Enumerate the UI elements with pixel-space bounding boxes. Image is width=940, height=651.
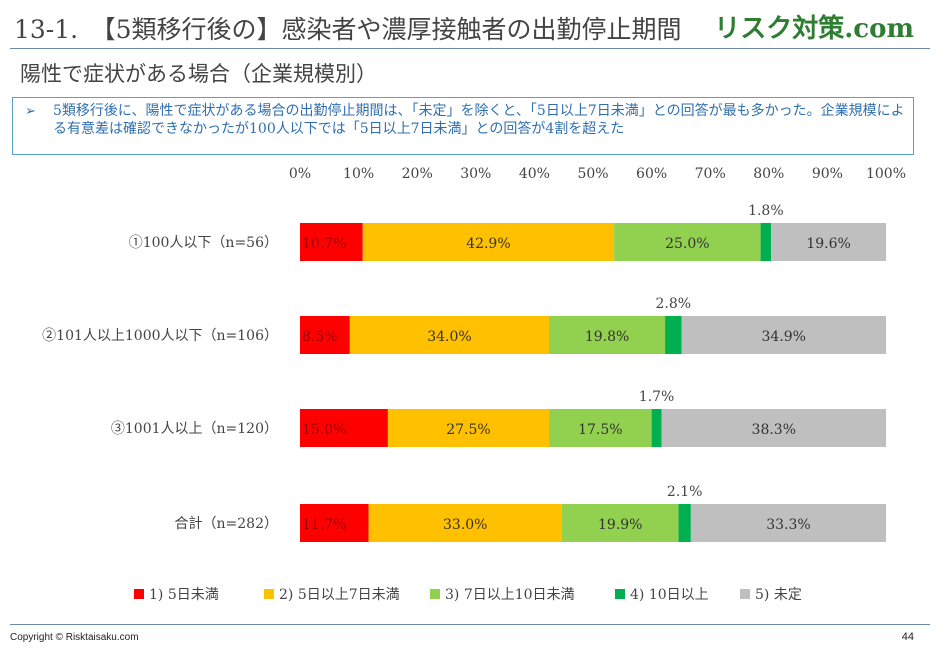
data-label: 25.0% — [665, 236, 709, 252]
data-label: 2.1% — [667, 484, 703, 500]
legend-swatch — [264, 589, 274, 599]
x-tick-label: 60% — [636, 166, 667, 182]
bar-segment — [760, 223, 772, 261]
bar-segment — [549, 409, 652, 447]
legend-swatch — [134, 589, 144, 599]
summary-callout: ➢ 5類移行後に、陽性で症状がある場合の出勤停止期間は、「未定」を除くと、「5日… — [12, 97, 914, 155]
data-label: 2.8% — [655, 296, 691, 312]
x-tick-label: 80% — [753, 166, 784, 182]
data-label: 34.0% — [427, 329, 471, 345]
bar-segment — [561, 504, 679, 542]
legend-swatch — [615, 589, 625, 599]
page-title: 13-1. 【5類移行後の】感染者や濃厚接触者の出勤停止期間 — [14, 15, 682, 44]
x-tick-label: 50% — [577, 166, 608, 182]
data-label: 10.7% — [302, 236, 346, 252]
section-subtitle: 陽性で症状がある場合（企業規模別） — [20, 62, 377, 86]
data-label: 42.9% — [466, 236, 510, 252]
data-label: 19.6% — [806, 236, 850, 252]
data-label: 27.5% — [446, 422, 490, 438]
category-label: ②101人以上1000人以下（n=106） — [42, 328, 278, 344]
legend-swatch — [430, 589, 440, 599]
bar-segment — [690, 504, 886, 542]
x-tick-label: 100% — [866, 166, 906, 182]
legend-label: 4) 10日以上 — [630, 587, 709, 603]
data-label: 34.9% — [762, 329, 806, 345]
bar-segment — [300, 504, 369, 542]
bar-segment — [661, 409, 886, 447]
bar-segment — [387, 409, 550, 447]
category-label: 合計（n=282） — [175, 516, 278, 532]
data-label: 19.8% — [585, 329, 629, 345]
bar-segment — [362, 223, 615, 261]
copyright-text: Copyright © Risktaisaku.com — [10, 632, 139, 643]
bar-segment — [681, 316, 886, 354]
data-label: 17.5% — [578, 422, 622, 438]
x-tick-label: 20% — [402, 166, 433, 182]
data-label: 33.3% — [766, 517, 810, 533]
x-tick-label: 90% — [812, 166, 843, 182]
legend-label: 5) 未定 — [755, 587, 802, 603]
bar-segment — [368, 504, 562, 542]
bar-segment — [771, 223, 886, 261]
brand-logo: リスク対策.com — [714, 14, 914, 44]
x-tick-label: 30% — [460, 166, 491, 182]
bar-segment — [651, 409, 662, 447]
category-label: ③1001人以上（n=120） — [111, 421, 278, 437]
data-label: 11.7% — [302, 517, 346, 533]
bar-segment — [300, 409, 388, 447]
bar-segment — [614, 223, 761, 261]
summary-text: 5類移行後に、陽性で症状がある場合の出勤停止期間は、「未定」を除くと、「5日以上… — [53, 103, 905, 137]
data-label: 15.0% — [302, 422, 346, 438]
legend-label: 1) 5日未満 — [149, 587, 219, 603]
legend-label: 2) 5日以上7日未満 — [279, 587, 400, 603]
data-label: 1.7% — [639, 389, 675, 405]
arrow-bullet-icon: ➢ — [25, 104, 36, 119]
category-label: ①100人以下（n=56） — [129, 235, 278, 251]
legend-label: 3) 7日以上10日未満 — [445, 587, 575, 603]
legend-swatch — [740, 589, 750, 599]
data-label: 19.9% — [598, 517, 642, 533]
bar-segment — [349, 316, 550, 354]
x-tick-label: 0% — [289, 166, 311, 182]
footer-divider — [10, 624, 930, 625]
bar-segment — [549, 316, 666, 354]
bar-segment — [665, 316, 682, 354]
bar-segment — [300, 316, 350, 354]
x-tick-label: 10% — [343, 166, 374, 182]
header-divider — [10, 48, 930, 49]
bar-segment — [678, 504, 691, 542]
data-label: 33.0% — [443, 517, 487, 533]
x-tick-label: 70% — [695, 166, 726, 182]
x-tick-label: 40% — [519, 166, 550, 182]
bar-segment — [300, 223, 363, 261]
data-label: 1.8% — [748, 203, 784, 219]
data-label: 38.3% — [752, 422, 796, 438]
page-number: 44 — [901, 631, 914, 643]
data-label: 8.5% — [302, 329, 338, 345]
